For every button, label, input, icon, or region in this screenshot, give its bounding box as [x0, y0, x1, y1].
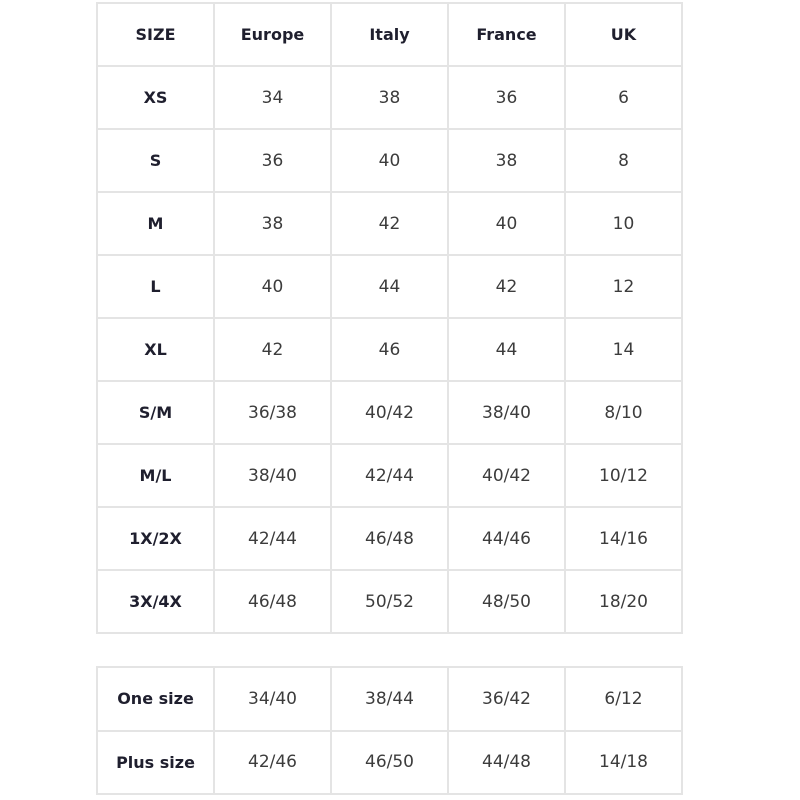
size-value-cell: 40/42	[447, 443, 566, 508]
size-value-cell: 10	[564, 191, 683, 256]
size-value-cell: 38	[213, 191, 332, 256]
size-value-cell: 42/44	[330, 443, 449, 508]
size-value-cell: 6	[564, 65, 683, 130]
table-row: 3X/4X 46/48 50/52 48/50 18/20	[96, 569, 683, 634]
size-value-cell: 8/10	[564, 380, 683, 445]
size-value-cell: 38	[330, 65, 449, 130]
table-row: M/L 38/40 42/44 40/42 10/12	[96, 443, 683, 508]
size-value-cell: 44/48	[447, 729, 566, 795]
size-value-cell: 44/46	[447, 506, 566, 571]
size-label-cell: 1X/2X	[96, 506, 215, 571]
size-value-cell: 42/46	[213, 729, 332, 795]
size-label-cell: Plus size	[96, 729, 215, 795]
size-value-cell: 34/40	[213, 666, 332, 732]
size-value-cell: 38	[447, 128, 566, 193]
size-value-cell: 36/42	[447, 666, 566, 732]
size-value-cell: 36	[447, 65, 566, 130]
column-header: Italy	[330, 2, 449, 67]
table-row: M 38 42 40 10	[96, 191, 683, 256]
table-row: Plus size 42/46 46/50 44/48 14/18	[96, 729, 683, 795]
size-value-cell: 40	[447, 191, 566, 256]
size-value-cell: 6/12	[564, 666, 683, 732]
size-value-cell: 50/52	[330, 569, 449, 634]
column-header: Europe	[213, 2, 332, 67]
size-value-cell: 42	[330, 191, 449, 256]
size-value-cell: 46	[330, 317, 449, 382]
size-label-cell: 3X/4X	[96, 569, 215, 634]
size-value-cell: 42	[213, 317, 332, 382]
size-value-cell: 14	[564, 317, 683, 382]
size-value-cell: 46/48	[330, 506, 449, 571]
table-row: S/M 36/38 40/42 38/40 8/10	[96, 380, 683, 445]
size-value-cell: 40/42	[330, 380, 449, 445]
header-row: SIZE Europe Italy France UK	[96, 2, 683, 67]
column-header: SIZE	[96, 2, 215, 67]
size-value-cell: 14/16	[564, 506, 683, 571]
size-value-cell: 38/40	[213, 443, 332, 508]
size-value-cell: 46/50	[330, 729, 449, 795]
size-value-cell: 46/48	[213, 569, 332, 634]
size-value-cell: 44	[330, 254, 449, 319]
size-label-cell: S/M	[96, 380, 215, 445]
table-row: XS 34 38 36 6	[96, 65, 683, 130]
size-value-cell: 18/20	[564, 569, 683, 634]
size-value-cell: 42	[447, 254, 566, 319]
size-label-cell: L	[96, 254, 215, 319]
table-row: S 36 40 38 8	[96, 128, 683, 193]
size-label-cell: XS	[96, 65, 215, 130]
size-value-cell: 12	[564, 254, 683, 319]
size-chart-table: SIZE Europe Italy France UK XS 34 38 36 6 S 36 40 38 8…	[96, 2, 683, 634]
size-value-cell: 48/50	[447, 569, 566, 634]
column-header: UK	[564, 2, 683, 67]
one-plus-size-table: One size 34/40 38/44 36/42 6/12 Plus size 42/4…	[96, 666, 683, 795]
size-label-cell: M	[96, 191, 215, 256]
table-row: L 40 44 42 12	[96, 254, 683, 319]
size-value-cell: 36/38	[213, 380, 332, 445]
size-label-cell: XL	[96, 317, 215, 382]
table-row: One size 34/40 38/44 36/42 6/12	[96, 666, 683, 732]
size-value-cell: 10/12	[564, 443, 683, 508]
size-value-cell: 36	[213, 128, 332, 193]
size-value-cell: 38/44	[330, 666, 449, 732]
size-value-cell: 8	[564, 128, 683, 193]
table-row: 1X/2X 42/44 46/48 44/46 14/16	[96, 506, 683, 571]
size-label-cell: One size	[96, 666, 215, 732]
size-label-cell: S	[96, 128, 215, 193]
size-value-cell: 40	[213, 254, 332, 319]
size-value-cell: 38/40	[447, 380, 566, 445]
size-value-cell: 44	[447, 317, 566, 382]
column-header: France	[447, 2, 566, 67]
size-value-cell: 34	[213, 65, 332, 130]
size-value-cell: 42/44	[213, 506, 332, 571]
size-value-cell: 14/18	[564, 729, 683, 795]
size-label-cell: M/L	[96, 443, 215, 508]
table-row: XL 42 46 44 14	[96, 317, 683, 382]
size-value-cell: 40	[330, 128, 449, 193]
